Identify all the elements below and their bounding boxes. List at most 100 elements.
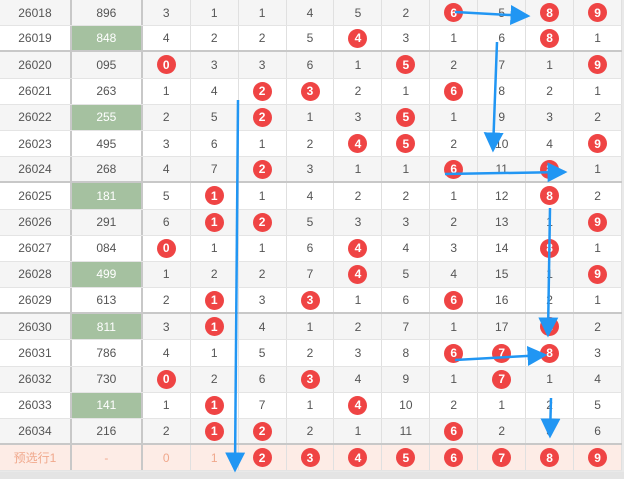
digit-cell-1: 1 (191, 419, 239, 444)
miss-count: 1 (258, 136, 266, 151)
digit-cell-5[interactable]: 5 (382, 445, 431, 471)
digit-cell-7: 17 (478, 314, 527, 340)
hit-ball: 9 (588, 134, 608, 154)
digit-cell-9[interactable]: 9 (574, 445, 622, 471)
digit-cell-0[interactable]: 0 (143, 445, 191, 471)
digit-cell-7: 15 (478, 261, 527, 288)
miss-count: 5 (306, 215, 314, 230)
miss-count: 1 (210, 241, 218, 256)
hit-ball: 4 (348, 448, 368, 468)
digit-cell-1: 1 (191, 314, 239, 340)
digit-cell-4[interactable]: 4 (334, 445, 383, 471)
digit-cell-0: 0 (143, 52, 191, 78)
digit-cell-9: 5 (574, 392, 622, 418)
digit-cell-1: 6 (191, 130, 239, 157)
hit-ball: 2 (252, 107, 272, 127)
hit-ball: 9 (588, 55, 608, 75)
miss-count: 2 (450, 215, 458, 230)
number-cell: 499 (71, 261, 143, 288)
digit-cell-8: 1 (526, 52, 575, 78)
miss-count: 1 (498, 398, 506, 413)
number-cell: 263 (72, 78, 143, 104)
miss-count: 6 (498, 31, 506, 46)
horizontal-scrollbar-track[interactable] (0, 472, 624, 479)
miss-count: 2 (450, 136, 458, 151)
digit-cell-1: 1 (191, 183, 239, 209)
digit-cell-2[interactable]: 2 (239, 445, 287, 471)
miss-count: 3 (162, 5, 170, 20)
digit-cell-0: 3 (143, 314, 191, 340)
miss-count: 1 (402, 84, 410, 99)
digit-cell-6: 4 (430, 261, 479, 288)
issue-cell: 26027 (0, 235, 72, 261)
digit-cell-8[interactable]: 8 (526, 445, 575, 471)
miss-count: 3 (594, 346, 601, 361)
issue-cell: 26026 (0, 209, 72, 235)
digit-cell-5: 2 (382, 0, 431, 26)
digit-cell-1[interactable]: 1 (191, 445, 239, 471)
table-row: 26028 499 1 2 2 7 4 5 4 15 1 9 (0, 261, 622, 289)
digit-cell-5: 5 (382, 52, 431, 78)
miss-count: 1 (162, 84, 170, 99)
miss-count: 1 (162, 398, 170, 413)
miss-count: 7 (402, 319, 410, 334)
miss-count: 3 (546, 424, 553, 439)
number-cell: 181 (71, 183, 143, 209)
digit-cell-6: 1 (430, 26, 479, 51)
digit-cell-4: 1 (334, 52, 383, 78)
miss-count: 8 (498, 84, 506, 99)
digit-cell-6: 2 (430, 209, 479, 235)
table-row: 26034 216 2 1 2 2 1 11 6 2 3 6 (0, 419, 622, 446)
digit-cell-7: 11 (478, 157, 527, 182)
digit-cell-7: 5 (478, 0, 527, 26)
miss-count: 3 (306, 162, 314, 177)
table-row: 26027 084 0 1 1 6 4 4 3 14 8 1 (0, 235, 622, 262)
digit-cell-7[interactable]: 7 (478, 445, 527, 471)
table-row: 26018 896 3 1 1 4 5 2 6 5 8 9 (0, 0, 622, 27)
miss-count: 3 (402, 215, 410, 230)
miss-count: 17 (495, 319, 509, 334)
digit-cell-2: 2 (239, 419, 287, 444)
digit-cell-4: 1 (334, 419, 383, 444)
digit-cell-9: 1 (574, 78, 622, 104)
hit-ball: 9 (588, 264, 608, 284)
hit-ball: 2 (252, 212, 272, 232)
digit-cell-2: 2 (239, 78, 287, 104)
miss-count: 0 (162, 450, 170, 465)
digit-cell-3[interactable]: 3 (287, 445, 335, 471)
hit-ball: 1 (204, 395, 224, 415)
miss-count: 5 (258, 346, 266, 361)
table-row: 26030 811 3 1 4 1 2 7 1 17 8 2 (0, 314, 622, 341)
table-row: 26023 495 3 6 1 2 4 5 2 10 4 9 (0, 130, 622, 158)
miss-count: 1 (354, 57, 362, 72)
number-cell: 141 (71, 392, 143, 418)
miss-count: 11 (495, 162, 508, 177)
number-cell: 613 (72, 288, 143, 313)
digit-cell-8: 8 (526, 183, 575, 209)
miss-count: 2 (546, 293, 553, 308)
digit-cell-0: 0 (143, 366, 191, 392)
miss-count: 2 (162, 424, 170, 439)
digit-cell-6: 6 (430, 0, 479, 26)
issue-cell: 26021 (0, 78, 72, 104)
digit-cell-6: 6 (430, 78, 479, 104)
number-cell: - (72, 445, 143, 471)
hit-ball: 8 (540, 186, 560, 206)
digit-cell-5: 5 (382, 104, 431, 130)
miss-count: 6 (210, 136, 218, 151)
hit-ball: 6 (444, 159, 464, 179)
miss-count: 4 (546, 136, 553, 151)
table-row: 26025 181 5 1 1 4 2 2 1 12 8 2 (0, 183, 622, 210)
number-cell: 786 (72, 340, 143, 366)
digit-cell-6[interactable]: 6 (430, 445, 479, 471)
digit-cell-7: 10 (478, 130, 527, 157)
digit-cell-3: 2 (287, 419, 335, 444)
miss-count: 4 (450, 267, 458, 282)
hit-ball: 9 (588, 212, 608, 232)
digit-cell-8: 8 (526, 157, 575, 182)
miss-count: 1 (546, 372, 553, 387)
hit-ball: 3 (300, 369, 320, 389)
issue-cell: 26030 (0, 314, 72, 340)
hit-ball: 8 (540, 159, 560, 179)
